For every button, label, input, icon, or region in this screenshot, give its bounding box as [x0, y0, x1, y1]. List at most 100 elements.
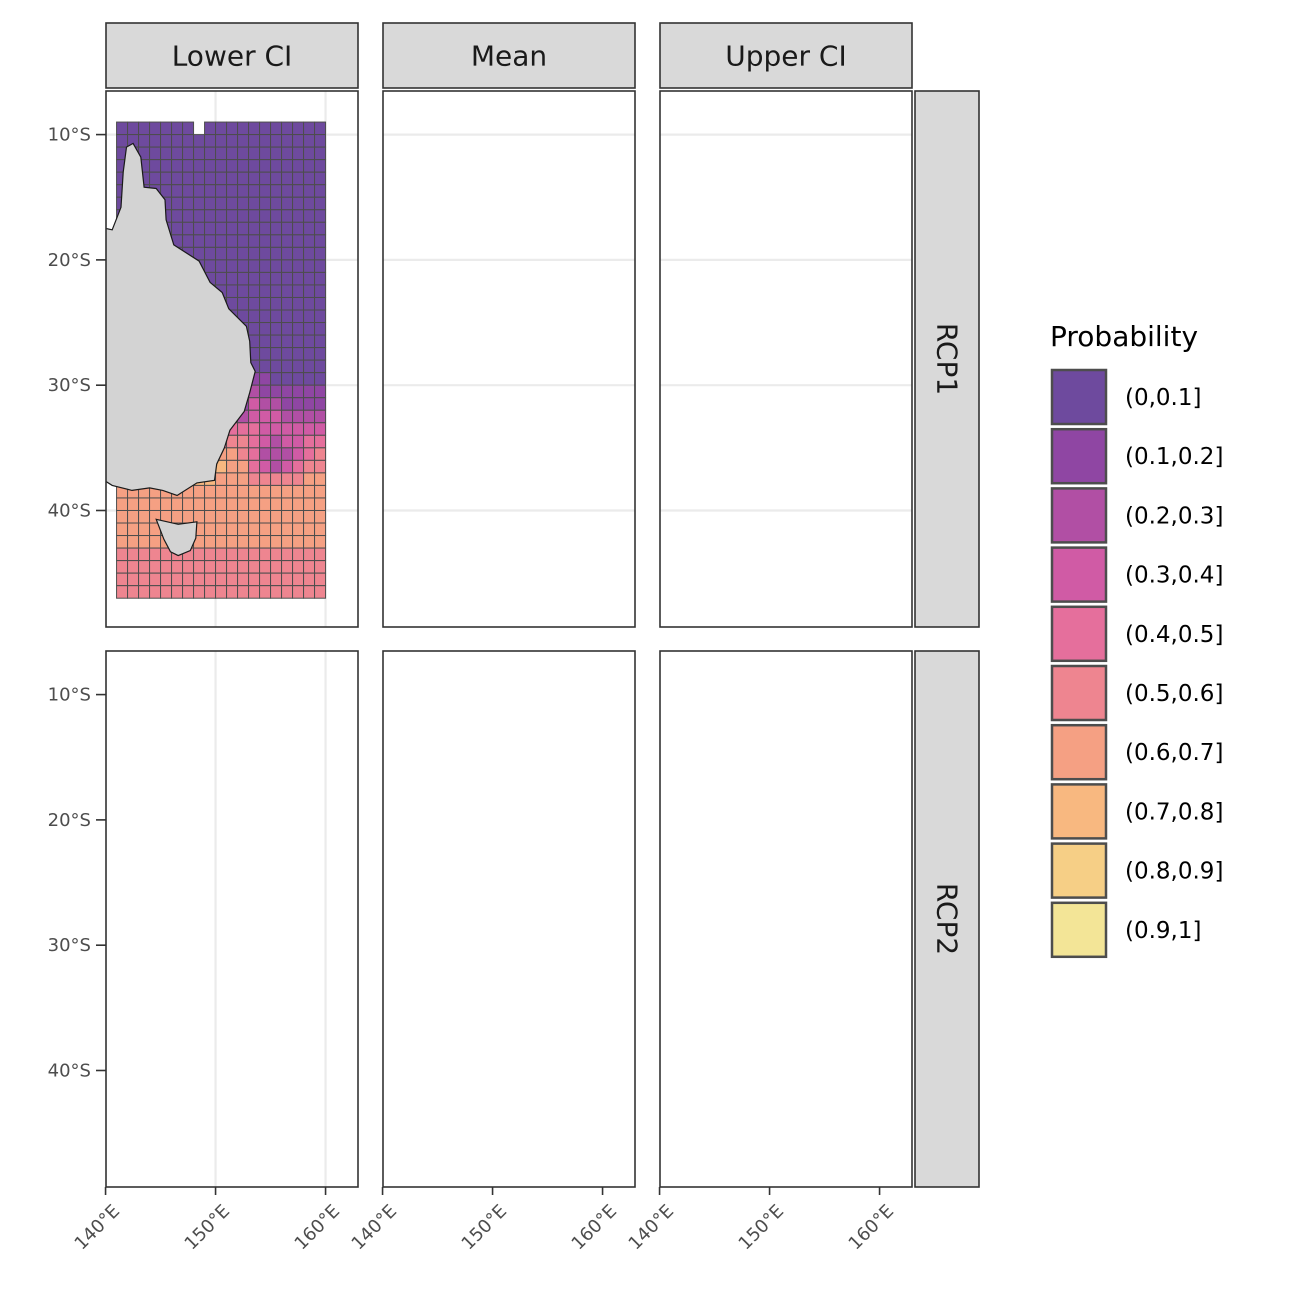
- grid-cell: [259, 434, 272, 449]
- grid-cell: [303, 184, 316, 198]
- legend-key: [1050, 368, 1108, 426]
- column-strip-label: Upper CI: [725, 40, 847, 73]
- grid-cell: [281, 246, 294, 261]
- grid-cell: [226, 134, 239, 148]
- grid-cell: [226, 121, 239, 136]
- grid-cell: [248, 497, 261, 511]
- grid-cell: [204, 159, 217, 173]
- y-tick-label: 10°S: [48, 125, 91, 146]
- grid-cell: [248, 459, 261, 474]
- grid-cell: [270, 296, 283, 311]
- grid-cell: [160, 560, 173, 574]
- grid-cell: [226, 171, 239, 186]
- grid-cell: [314, 447, 327, 461]
- grid-cell: [127, 497, 140, 511]
- grid-cell: [237, 184, 250, 198]
- grid-cell: [292, 221, 305, 236]
- grid-cell: [127, 522, 140, 537]
- grid-cell: [314, 560, 327, 574]
- grid-cell: [303, 134, 316, 148]
- grid-cell: [270, 221, 283, 236]
- grid-cell: [226, 447, 239, 461]
- grid-cell: [314, 334, 327, 349]
- grid-cell: [303, 434, 316, 449]
- x-tick-label: 140°E: [71, 1201, 125, 1255]
- grid-cell: [215, 509, 228, 524]
- grid-cell: [292, 234, 305, 248]
- grid-cell: [303, 347, 316, 361]
- grid-cell: [226, 196, 239, 211]
- grid-cell: [303, 121, 316, 136]
- grid-cell: [314, 522, 327, 537]
- grid-cell: [215, 159, 228, 173]
- legend-label: (0.5,0.6]: [1125, 681, 1223, 707]
- grid-cell: [226, 259, 239, 273]
- grid-cell: [281, 447, 294, 461]
- grid-cell: [248, 246, 261, 261]
- grid-cell: [237, 271, 250, 286]
- grid-cell: [270, 522, 283, 537]
- grid-cell: [292, 159, 305, 173]
- grid-cell: [149, 146, 162, 161]
- grid-cell: [270, 372, 283, 386]
- grid-cell: [204, 259, 217, 273]
- grid-cell: [204, 134, 217, 148]
- grid-cell: [193, 497, 206, 511]
- legend-item: (0.7,0.8]: [1050, 783, 1223, 840]
- grid-cell: [281, 121, 294, 136]
- grid-cell: [248, 259, 261, 273]
- grid-cell: [215, 259, 228, 273]
- grid-cell: [270, 259, 283, 273]
- grid-cell: [182, 560, 195, 574]
- grid-cell: [204, 196, 217, 211]
- grid-cell: [259, 397, 272, 411]
- grid-cell: [270, 459, 283, 474]
- y-tick-label: 30°S: [48, 375, 91, 396]
- grid-cell: [193, 547, 206, 562]
- grid-cell: [248, 422, 261, 436]
- grid-cell: [215, 209, 228, 223]
- grid-cell: [281, 134, 294, 148]
- grid-cell: [204, 146, 217, 161]
- grid-cell: [281, 384, 294, 399]
- grid-cell: [259, 309, 272, 324]
- grid-cell: [215, 585, 228, 599]
- grid-cell: [259, 447, 272, 461]
- grid-cell: [281, 397, 294, 411]
- grid-cell: [193, 146, 206, 161]
- grid-cell: [116, 572, 129, 587]
- grid-cell: [160, 497, 173, 511]
- grid-cell: [303, 447, 316, 461]
- panel-rcp1-0: [105, 90, 359, 628]
- column-strip: Mean: [382, 22, 636, 89]
- grid-cell: [292, 334, 305, 349]
- grid-cell: [270, 271, 283, 286]
- grid-cell: [237, 509, 250, 524]
- grid-cell: [138, 572, 151, 587]
- grid-cell: [314, 146, 327, 161]
- legend-label: (0.6,0.7]: [1125, 740, 1223, 766]
- grid-cell: [237, 547, 250, 562]
- grid-cell: [259, 159, 272, 173]
- australia-mainland: [106, 142, 256, 497]
- grid-cell: [303, 372, 316, 386]
- grid-cell: [259, 196, 272, 211]
- grid-cell: [303, 284, 316, 298]
- grid-cell: [226, 284, 239, 298]
- grid-cell: [193, 572, 206, 587]
- grid-cell: [314, 234, 327, 248]
- grid-cell: [248, 397, 261, 411]
- legend-item: (0,0.1]: [1050, 368, 1201, 426]
- grid-cell: [237, 585, 250, 599]
- grid-cell: [259, 259, 272, 273]
- grid-cell: [303, 535, 316, 549]
- grid-cell: [259, 535, 272, 549]
- legend-label: (0.2,0.3]: [1125, 503, 1223, 529]
- grid-cell: [303, 296, 316, 311]
- grid-cell: [116, 535, 129, 549]
- grid-cell: [127, 585, 140, 599]
- grid-cell: [138, 535, 151, 549]
- legend-key: [1050, 901, 1108, 959]
- y-tick-label: 20°S: [48, 810, 91, 831]
- grid-cell: [259, 209, 272, 223]
